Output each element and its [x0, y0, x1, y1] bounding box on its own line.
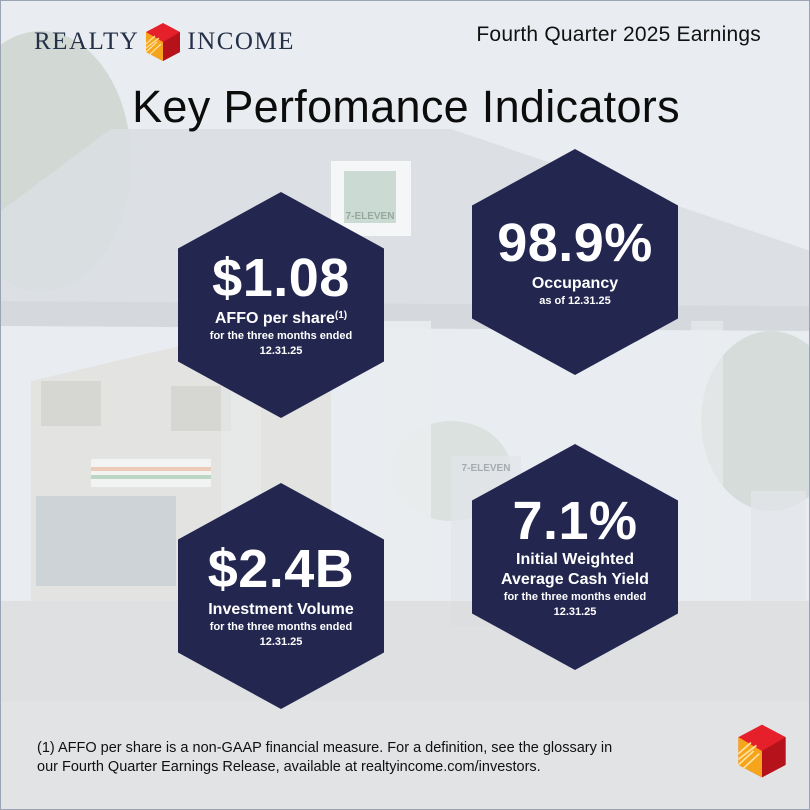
kpi-investment-hexagon: $2.4B Investment Volume for the three mo…	[178, 483, 384, 709]
footnote-line-2: our Fourth Quarter Earnings Release, ava…	[37, 759, 541, 775]
kpi-investment-value: $2.4B	[207, 539, 355, 599]
kpi-yield-label-line1: Initial Weighted	[516, 551, 634, 568]
kpi-occupancy-label: Occupancy	[531, 274, 619, 292]
kpi-investment-period: for the three months ended	[209, 621, 353, 633]
kpi-affo-footnote-marker: (1)	[334, 310, 348, 321]
canopy-sign-text: 7-ELEVEN	[346, 211, 395, 222]
kpi-affo-label: AFFO per share	[214, 310, 335, 327]
realty-income-logo[interactable]: REALTY INCOME	[34, 19, 295, 65]
footnote-line-1: (1) AFFO per share is a non-GAAP financi…	[37, 740, 613, 756]
logo-word-right: INCOME	[187, 28, 295, 55]
kpi-occupancy-date: as of 12.31.25	[539, 294, 611, 307]
pump-sign-text: 7-ELEVEN	[462, 463, 511, 474]
kpi-investment-date: 12.31.25	[259, 636, 303, 648]
kpi-yield-label-line2: Average Cash Yield	[501, 571, 649, 588]
kpi-yield-period: for the three months ended	[503, 591, 647, 603]
kpi-affo-date: 12.31.25	[259, 345, 303, 357]
kpi-affo-label-line: AFFO per share(1)	[215, 309, 347, 329]
kpi-affo-value: $1.08	[212, 248, 350, 308]
realty-income-cube-icon	[145, 23, 181, 61]
realty-income-cube-icon-corner	[737, 724, 786, 778]
kpi-investment-label: Investment Volume	[208, 601, 354, 618]
kpi-affo-period: for the three months ended	[209, 330, 353, 342]
logo-word-left: REALTY	[34, 28, 140, 55]
report-label: Fourth Quarter 2025 Earnings	[476, 23, 761, 46]
kpi-occupancy-value: 98.9%	[497, 212, 653, 273]
footnote: (1) AFFO per share is a non-GAAP financi…	[37, 739, 677, 777]
kpi-yield-date: 12.31.25	[553, 606, 597, 618]
page-title: Key Perfomance Indicators	[132, 81, 680, 132]
kpi-yield-value: 7.1%	[512, 491, 638, 551]
